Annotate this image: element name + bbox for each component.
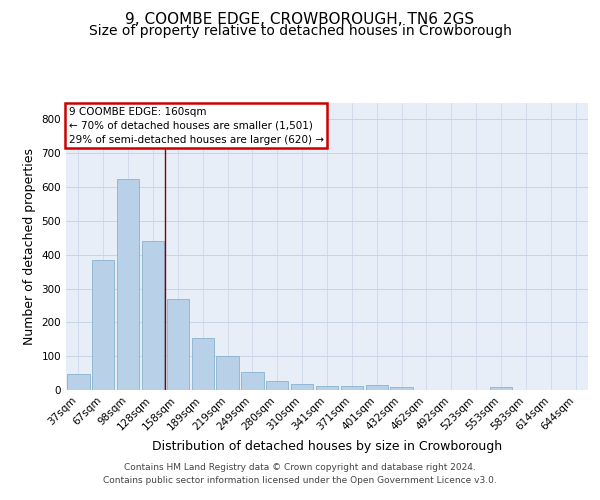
Text: 9, COOMBE EDGE, CROWBOROUGH, TN6 2GS: 9, COOMBE EDGE, CROWBOROUGH, TN6 2GS [125, 12, 475, 28]
Text: Size of property relative to detached houses in Crowborough: Size of property relative to detached ho… [89, 24, 511, 38]
Bar [241, 372, 263, 390]
Text: 9 COOMBE EDGE: 160sqm
← 70% of detached houses are smaller (1,501)
29% of semi-d: 9 COOMBE EDGE: 160sqm ← 70% of detached … [68, 107, 323, 145]
Text: Contains public sector information licensed under the Open Government Licence v3: Contains public sector information licen… [103, 476, 497, 485]
Bar [316, 386, 338, 390]
Bar [117, 178, 139, 390]
X-axis label: Distribution of detached houses by size in Crowborough: Distribution of detached houses by size … [152, 440, 502, 453]
Bar [391, 388, 413, 390]
Bar [217, 356, 239, 390]
Bar [341, 386, 363, 390]
Bar [191, 338, 214, 390]
Bar [291, 384, 313, 390]
Bar [92, 260, 115, 390]
Y-axis label: Number of detached properties: Number of detached properties [23, 148, 36, 345]
Bar [142, 240, 164, 390]
Bar [167, 298, 189, 390]
Text: Contains HM Land Registry data © Crown copyright and database right 2024.: Contains HM Land Registry data © Crown c… [124, 464, 476, 472]
Bar [490, 388, 512, 390]
Bar [365, 385, 388, 390]
Bar [67, 374, 89, 390]
Bar [266, 380, 289, 390]
